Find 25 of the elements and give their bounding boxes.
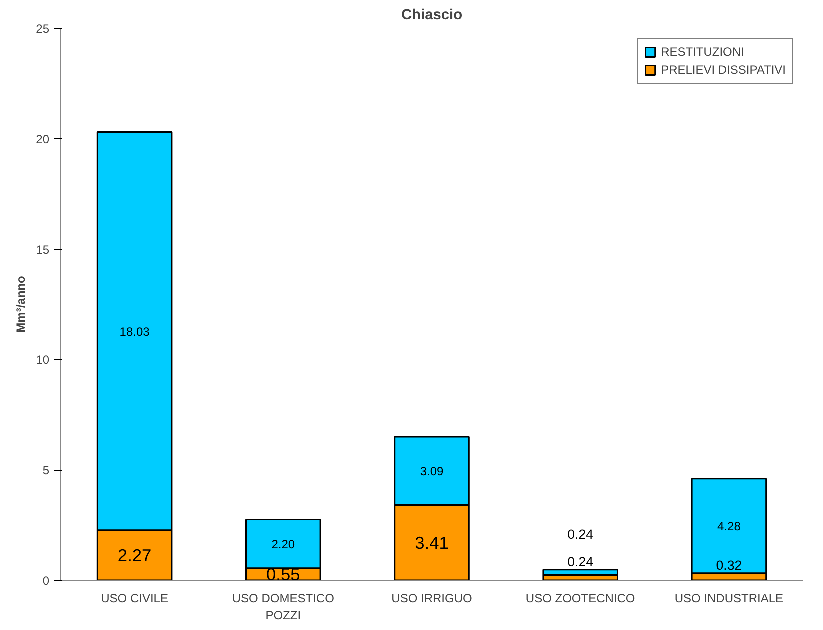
- data-label: 4.28: [718, 520, 742, 534]
- y-tick-label: 0: [42, 574, 50, 588]
- data-label: 3.41: [415, 532, 449, 553]
- data-label: 0.24: [568, 554, 594, 570]
- y-tick-label: 20: [36, 132, 50, 146]
- x-tick-label: USO DOMESTICO POZZI: [232, 592, 334, 622]
- data-label: 0.24: [568, 526, 594, 542]
- x-tick-label: USO CIVILE: [101, 592, 168, 606]
- legend-label: RESTITUZIONI: [661, 45, 744, 59]
- x-tick-label: USO INDUSTRIALE: [674, 592, 784, 606]
- y-tick-label: 5: [42, 464, 50, 478]
- y-axis-title: Mm³/anno: [14, 276, 28, 333]
- x-tick-label: USO IRRIGUO: [392, 592, 472, 606]
- y-tick-label: 10: [36, 353, 50, 368]
- y-tick-label: 25: [36, 22, 50, 36]
- data-label: 2.20: [272, 538, 296, 552]
- data-label: 2.27: [118, 545, 152, 566]
- data-label: 3.09: [420, 464, 444, 479]
- data-label: 18.03: [120, 324, 150, 339]
- y-tick-label: 15: [36, 242, 50, 257]
- x-tick-label: USO ZOOTECNICO: [526, 592, 636, 606]
- legend-label: PRELIEVI DISSIPATIVI: [661, 63, 786, 77]
- chart-title: Chiascio: [401, 8, 463, 24]
- data-label: 0.32: [716, 558, 742, 574]
- bar: [542, 569, 618, 576]
